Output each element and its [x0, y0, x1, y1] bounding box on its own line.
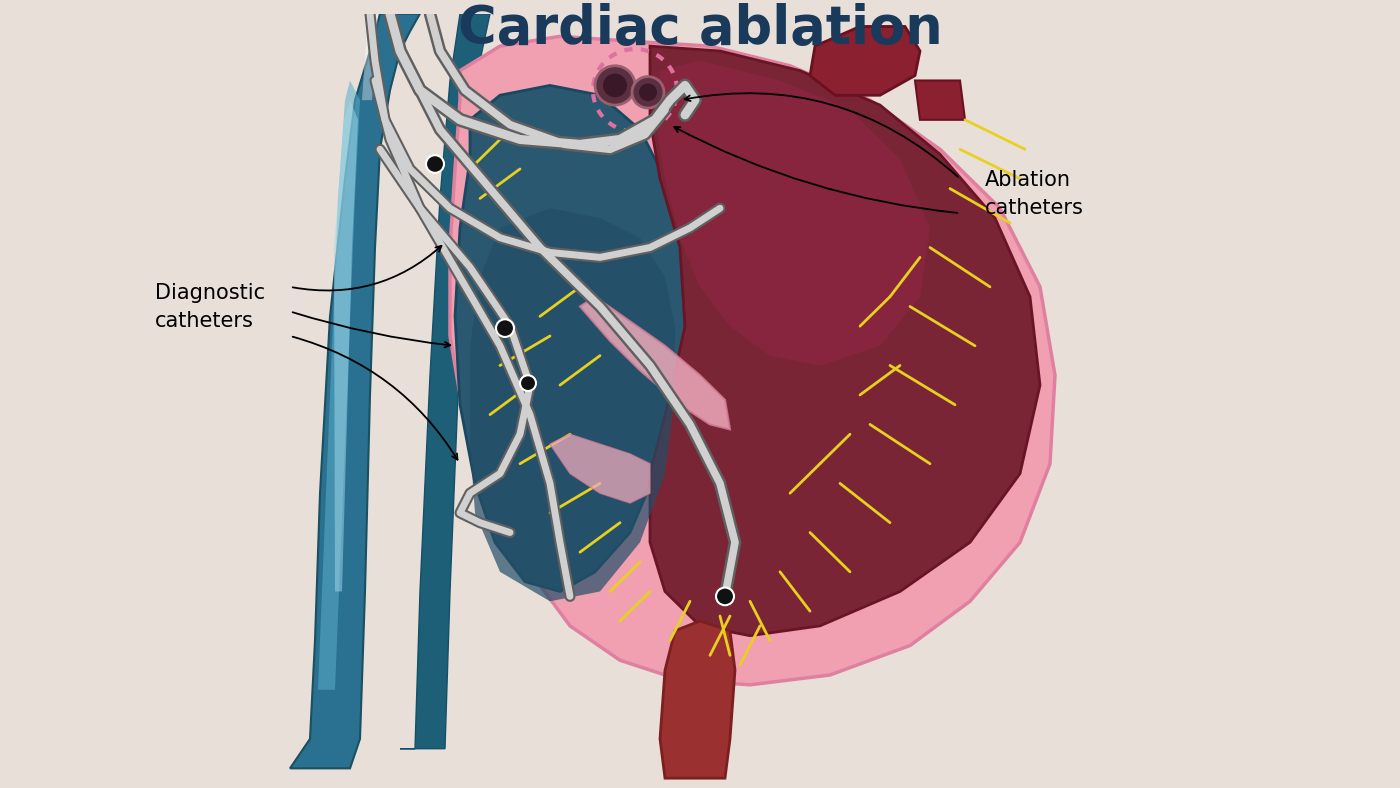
Polygon shape: [580, 296, 729, 429]
Text: Cardiac ablation: Cardiac ablation: [458, 3, 942, 55]
Circle shape: [519, 375, 536, 391]
Circle shape: [631, 76, 664, 108]
Circle shape: [426, 155, 444, 173]
Polygon shape: [659, 621, 735, 779]
Polygon shape: [470, 208, 675, 601]
Polygon shape: [916, 80, 965, 120]
Polygon shape: [455, 85, 685, 592]
Circle shape: [496, 319, 514, 337]
Polygon shape: [290, 13, 420, 768]
Polygon shape: [335, 100, 358, 592]
Circle shape: [638, 84, 657, 101]
Polygon shape: [400, 13, 490, 749]
Polygon shape: [449, 36, 1056, 685]
Polygon shape: [655, 61, 930, 366]
Circle shape: [715, 588, 734, 605]
Polygon shape: [650, 46, 1040, 636]
Polygon shape: [318, 80, 360, 690]
Polygon shape: [811, 27, 920, 95]
Polygon shape: [363, 13, 378, 100]
Circle shape: [595, 65, 636, 105]
Text: Diagnostic
catheters: Diagnostic catheters: [155, 283, 265, 330]
Polygon shape: [550, 434, 650, 503]
Circle shape: [603, 73, 627, 97]
Text: Ablation
catheters: Ablation catheters: [986, 169, 1084, 217]
